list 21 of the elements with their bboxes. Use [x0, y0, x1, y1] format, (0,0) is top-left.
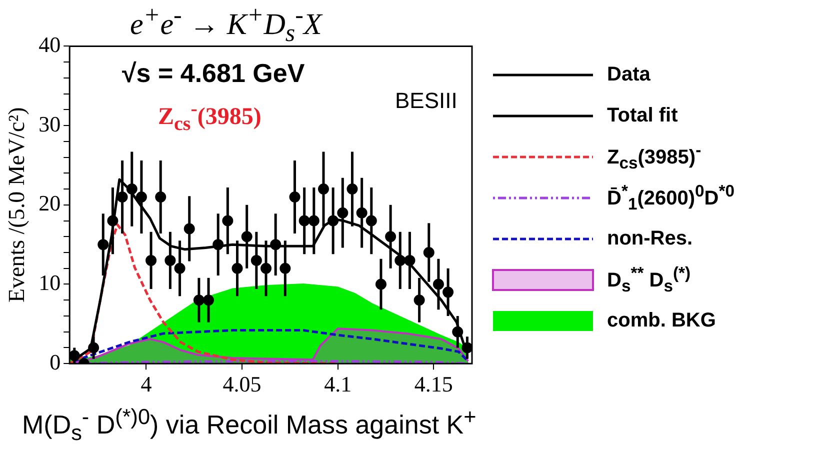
legend-label: D̄$^{*}$$_{1}$(2600)$^{0}$D$^{*0}$ — [607, 182, 734, 214]
legend-label: Data — [607, 64, 650, 86]
annotation: BESIII — [395, 88, 458, 114]
x-tick-label: 4.1 — [324, 372, 352, 397]
annotation: √s = 4.681 GeV — [122, 58, 305, 89]
legend-label: comb. BKG — [607, 310, 716, 332]
legend-label: Total fit — [607, 104, 678, 128]
chart-title: e$^{+}$e$^{-}$ → K$^{+}$D$_{s}$$^{-}$X — [130, 2, 322, 47]
x-tick-label: 4 — [140, 372, 152, 397]
y-tick-label: 10 — [38, 270, 61, 296]
y-tick-label: 40 — [38, 32, 61, 57]
x-tick-label: 4.15 — [414, 372, 453, 397]
x-tick-label: 4.05 — [222, 372, 262, 397]
x-axis-title: M(D$_{s}$$^{-}$ D$^{(*)0}$) via Recoil Mass against K$^{+}$ — [22, 404, 476, 446]
legend-label: Z$_{cs}$(3985)$^{-}$ — [607, 140, 702, 174]
y-tick-label: 0 — [50, 349, 61, 374]
y-tick-label: 30 — [38, 111, 61, 136]
annotation: Z$_{cs}$$^{-}$(3985) — [158, 98, 262, 136]
y-tick-label: 20 — [38, 190, 61, 216]
y-axis-title: Events /(5.0 MeV/c²) — [4, 107, 29, 303]
legend-label: non-Res. — [607, 228, 693, 250]
